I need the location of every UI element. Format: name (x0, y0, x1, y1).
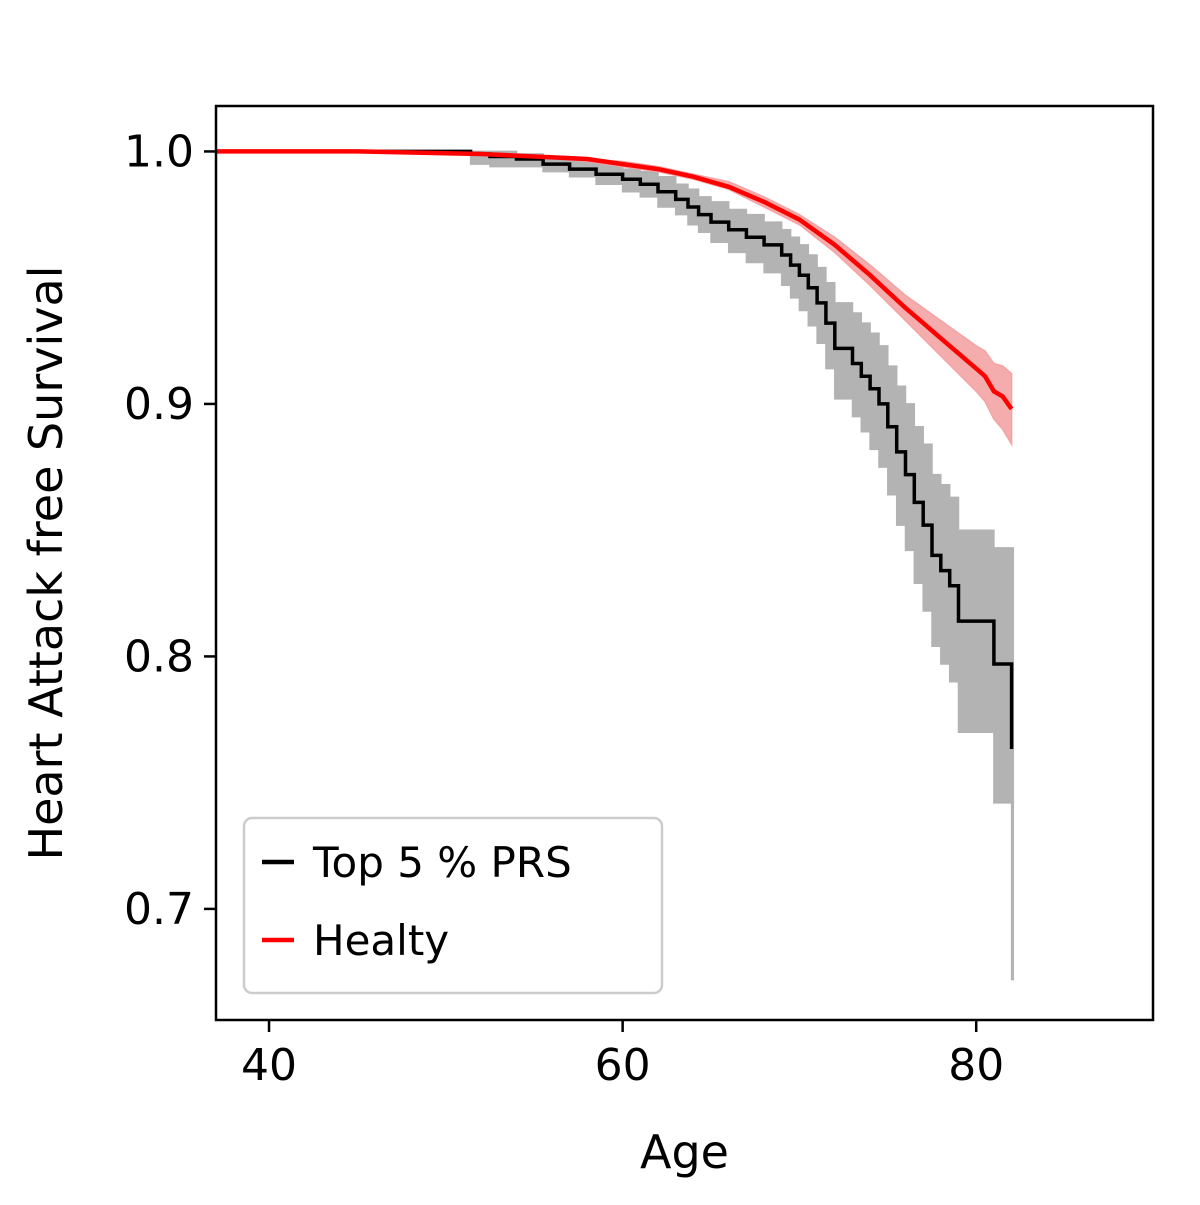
confidence-band-top-5-prs (216, 150, 1015, 981)
y-tick-label: 0.7 (124, 884, 194, 935)
survival-curves (216, 149, 1014, 750)
x-tick-label: 80 (948, 1040, 1004, 1091)
legend-label-healty: Healty (313, 916, 449, 965)
survival-curve-top-5-prs (216, 149, 1014, 750)
x-tick-label: 40 (241, 1040, 297, 1091)
y-axis-ticks: 0.7 0.8 0.9 1.0 (124, 126, 216, 935)
y-tick-label: 1.0 (124, 126, 194, 177)
x-tick-label: 60 (595, 1040, 651, 1091)
legend-box (242, 816, 664, 995)
y-axis-label: Heart Attack free Survival (19, 266, 73, 861)
plot-frame (214, 104, 1155, 1022)
y-tick-label: 0.9 (124, 379, 194, 430)
survival-curve-healty (216, 149, 1014, 411)
x-axis-ticks: 40 60 80 (241, 1020, 1004, 1091)
legend-label-top-prs: Top 5 % PRS (312, 838, 572, 887)
x-axis-label: Age (640, 1125, 729, 1179)
legend: Top 5 % PRS Healty (242, 816, 664, 995)
y-tick-label: 0.8 (124, 631, 194, 682)
